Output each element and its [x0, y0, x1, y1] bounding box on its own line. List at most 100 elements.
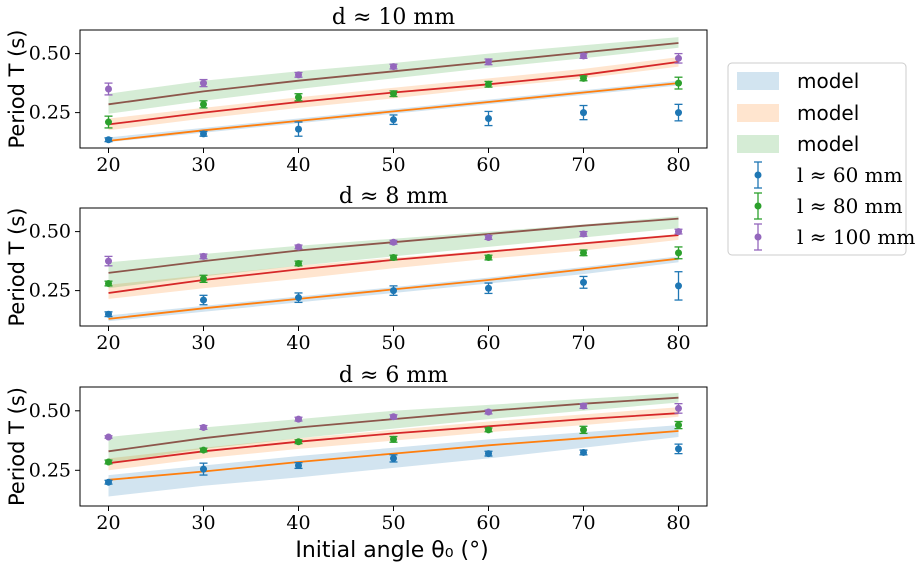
x-tick-label: 30: [191, 332, 215, 354]
data-point: [200, 296, 207, 304]
data-point: [200, 446, 207, 454]
data-point: [200, 423, 207, 431]
data-point: [105, 280, 112, 288]
x-tick-label: 80: [666, 154, 690, 176]
data-point: [105, 118, 112, 126]
data-point: [675, 421, 682, 429]
x-tick-label: 50: [381, 332, 405, 354]
data-point: [485, 284, 492, 292]
panel-title: d ≈ 10 mm: [332, 5, 455, 30]
model-line: [108, 42, 679, 106]
x-tick-label: 30: [191, 154, 215, 176]
data-point: [390, 287, 397, 295]
data-point: [390, 254, 397, 262]
x-tick-label: 70: [571, 332, 595, 354]
legend-swatch: [737, 72, 779, 90]
data-point: [390, 63, 397, 71]
data-point: [675, 445, 682, 453]
data-point: [200, 275, 207, 283]
legend-label: l ≈ 100 mm: [797, 225, 915, 249]
legend: model model model l ≈ 60 mm l ≈ 80 mm l ≈ 100…: [727, 62, 915, 256]
data-point: [485, 80, 492, 88]
x-tick-label: 40: [286, 512, 310, 534]
y-axis-label: Period T (s): [5, 30, 29, 149]
data-point: [675, 79, 682, 87]
series-points: [104, 228, 683, 267]
data-point: [485, 426, 492, 434]
x-tick-label: 70: [571, 512, 595, 534]
data-point: [105, 85, 112, 93]
data-point: [675, 228, 682, 236]
x-tick-label: 20: [96, 512, 120, 534]
x-tick-label: 30: [191, 512, 215, 534]
legend-marker: [754, 233, 762, 241]
data-point: [295, 71, 302, 79]
y-axis-label: Period T (s): [5, 387, 29, 506]
panels: 20 30 40 50 60 70 80 0.25 0.50 d ≈ 10 mm Period T …: [5, 5, 708, 534]
data-point: [485, 450, 492, 458]
legend-label: model: [797, 132, 859, 156]
data-point: [390, 454, 397, 462]
series-points: [104, 420, 683, 466]
series-points: [104, 271, 683, 318]
data-point: [580, 230, 587, 238]
data-point: [295, 294, 302, 302]
data-point: [580, 278, 587, 286]
model-line: [108, 82, 679, 142]
legend-label: l ≈ 80 mm: [797, 194, 903, 218]
data-point: [105, 136, 112, 144]
legend-entry: model: [737, 101, 859, 125]
legend-marker: [754, 171, 762, 179]
x-tick-label: 40: [286, 154, 310, 176]
y-tick-label: 0.25: [29, 280, 71, 302]
model-band: [108, 392, 679, 464]
data-point: [485, 58, 492, 66]
x-tick-label: 20: [96, 154, 120, 176]
x-tick-label: 60: [476, 332, 500, 354]
legend-label: model: [797, 69, 859, 93]
x-tick-label: 40: [286, 332, 310, 354]
legend-entry: model: [737, 69, 859, 93]
data-point: [295, 415, 302, 423]
data-point: [485, 115, 492, 122]
legend-label: l ≈ 60 mm: [797, 163, 903, 187]
data-point: [580, 74, 587, 82]
data-point: [675, 404, 682, 412]
data-point: [200, 100, 207, 108]
y-tick-label: 0.50: [29, 43, 71, 65]
data-point: [295, 93, 302, 101]
data-point: [295, 462, 302, 470]
data-point: [485, 234, 492, 241]
data-point: [675, 282, 682, 290]
x-tick-label: 20: [96, 332, 120, 354]
series-points: [104, 246, 683, 288]
series-points: [104, 443, 683, 486]
x-axis-label: Initial angle θ₀ (°): [295, 538, 488, 563]
data-point: [580, 448, 587, 456]
legend-label: model: [797, 101, 859, 125]
data-point: [295, 243, 302, 251]
series-points: [104, 103, 683, 144]
legend-marker: [754, 202, 762, 210]
data-point: [105, 257, 112, 265]
model-band: [108, 216, 679, 289]
data-point: [580, 109, 587, 117]
model-band: [108, 234, 679, 299]
data-point: [675, 249, 682, 257]
x-tick-label: 70: [571, 154, 595, 176]
data-point: [390, 90, 397, 98]
data-point: [390, 116, 397, 124]
data-point: [485, 254, 492, 262]
x-tick-label: 60: [476, 154, 500, 176]
data-point: [105, 478, 112, 486]
legend-swatch: [737, 104, 779, 122]
data-point: [580, 52, 587, 60]
data-point: [485, 408, 492, 416]
legend-entry: l ≈ 80 mm: [754, 192, 903, 220]
legend-frame: [727, 62, 907, 256]
x-tick-label: 50: [381, 154, 405, 176]
series-points: [104, 402, 683, 441]
panel-3: 20 30 40 50 60 70 80 0.25 0.50 d ≈ 6 mm Period T (…: [5, 363, 708, 534]
data-point: [580, 402, 587, 410]
legend-entry: l ≈ 100 mm: [754, 223, 915, 251]
